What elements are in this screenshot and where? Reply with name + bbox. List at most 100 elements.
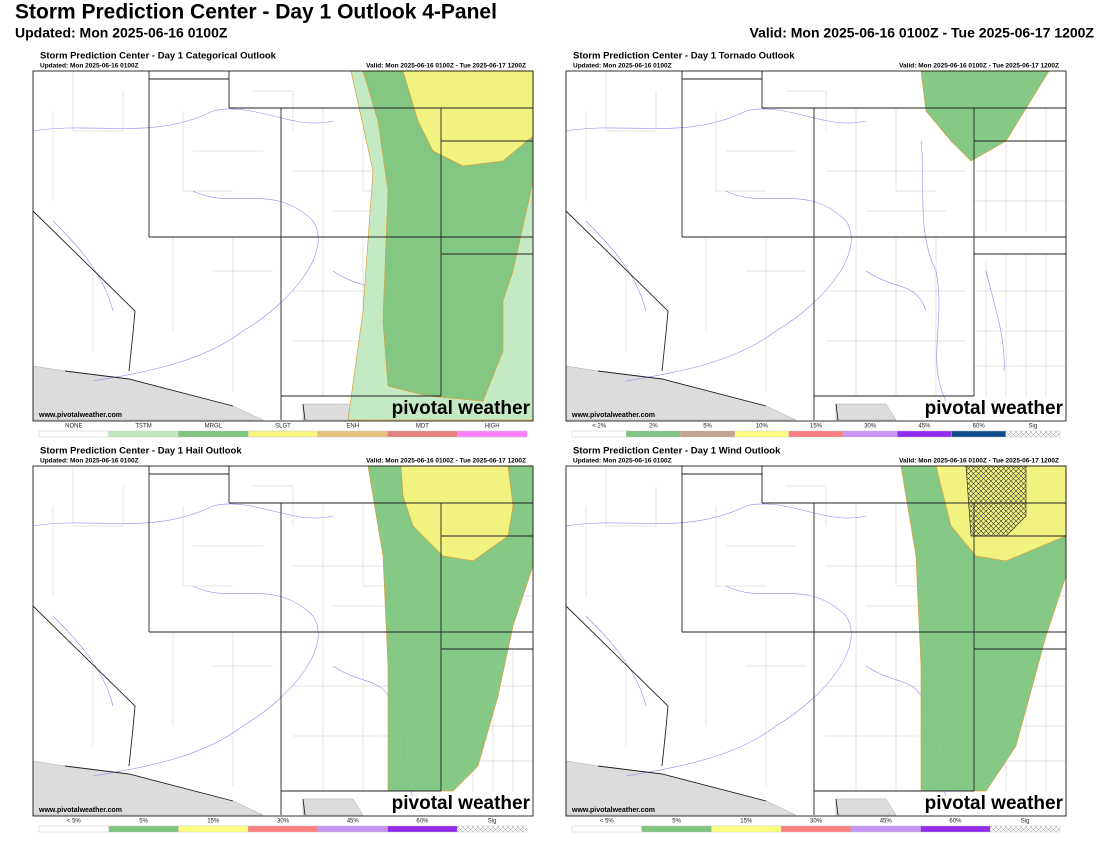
state-line bbox=[64, 765, 234, 802]
river bbox=[52, 220, 114, 312]
legend-swatch bbox=[38, 825, 109, 833]
state-line bbox=[302, 798, 306, 816]
legend-swatch bbox=[780, 825, 852, 833]
river bbox=[32, 503, 334, 527]
legend-label: 30% bbox=[810, 819, 823, 825]
legend-label: 15% bbox=[207, 819, 220, 825]
site-credit: www.pivotalweather.com bbox=[571, 412, 655, 419]
map: www.pivotalweather.com pivotal weather bbox=[565, 70, 1067, 422]
river bbox=[92, 190, 319, 382]
legend-label: 45% bbox=[918, 424, 931, 430]
legend-label: ENH bbox=[346, 424, 359, 430]
site-credit: www.pivotalweather.com bbox=[571, 807, 655, 814]
risk-area bbox=[400, 465, 514, 562]
river bbox=[865, 270, 927, 312]
state-line bbox=[597, 370, 767, 407]
legend-swatch bbox=[641, 825, 712, 833]
legend-label: Sig bbox=[1021, 819, 1030, 825]
state-line bbox=[835, 403, 839, 421]
panel-valid: Valid: Mon 2025-06-16 0100Z - Tue 2025-0… bbox=[366, 458, 526, 465]
legend-label: 5% bbox=[672, 819, 681, 825]
river bbox=[52, 615, 114, 707]
map-frame bbox=[565, 70, 1067, 422]
legend-swatch bbox=[920, 825, 991, 833]
legend-label: 10% bbox=[756, 424, 769, 430]
panel-valid: Valid: Mon 2025-06-16 0100Z - Tue 2025-0… bbox=[899, 458, 1059, 465]
river bbox=[585, 220, 647, 312]
legend-label: 60% bbox=[416, 819, 429, 825]
legend-label: 5% bbox=[139, 819, 148, 825]
legend-swatch bbox=[626, 430, 681, 438]
legend-label: 45% bbox=[347, 819, 360, 825]
updated: Updated: Mon 2025-06-16 0100Z bbox=[15, 25, 228, 41]
logo: pivotal weather bbox=[392, 398, 531, 419]
logo: pivotal weather bbox=[925, 398, 1064, 419]
map: www.pivotalweather.com pivotal weather bbox=[32, 465, 534, 817]
legend-swatch bbox=[247, 430, 319, 438]
county-line bbox=[715, 506, 766, 587]
panel-updated: Updated: Mon 2025-06-16 0100Z bbox=[573, 458, 672, 465]
legend-swatch bbox=[317, 825, 388, 833]
legend-swatch bbox=[38, 430, 109, 438]
legend-swatch bbox=[571, 430, 627, 438]
river bbox=[625, 585, 852, 777]
river bbox=[565, 503, 867, 527]
legend-swatch bbox=[990, 825, 1061, 833]
river bbox=[565, 108, 867, 132]
legend-label: 45% bbox=[880, 819, 893, 825]
panel: Storm Prediction Center - Day 1 Wind Out… bbox=[565, 446, 1067, 833]
county-line bbox=[605, 466, 657, 527]
legend-swatch bbox=[571, 825, 642, 833]
legend-swatch bbox=[842, 430, 898, 438]
river bbox=[585, 615, 647, 707]
county-line bbox=[182, 111, 233, 192]
river bbox=[32, 108, 334, 132]
county-line bbox=[182, 506, 233, 587]
legend-label: MRGL bbox=[205, 424, 223, 430]
legend-label: 60% bbox=[949, 819, 962, 825]
panel: Storm Prediction Center - Day 1 Categori… bbox=[32, 51, 534, 438]
valid: Valid: Mon 2025-06-16 0100Z - Tue 2025-0… bbox=[750, 25, 1095, 41]
county-line bbox=[72, 466, 124, 527]
legend-swatch bbox=[387, 430, 458, 438]
legend-swatch bbox=[247, 825, 319, 833]
legend-label: 15% bbox=[740, 819, 753, 825]
panel-title: Storm Prediction Center - Day 1 Tornado … bbox=[573, 51, 795, 62]
legend-swatch bbox=[108, 825, 179, 833]
panel-title: Storm Prediction Center - Day 1 Hail Out… bbox=[40, 446, 242, 457]
legend-swatch bbox=[788, 430, 844, 438]
map-frame bbox=[32, 465, 534, 817]
map: www.pivotalweather.com pivotal weather bbox=[32, 70, 534, 422]
site-credit: www.pivotalweather.com bbox=[38, 412, 122, 419]
page-title: Storm Prediction Center - Day 1 Outlook … bbox=[15, 1, 497, 24]
county-line bbox=[786, 90, 827, 131]
river bbox=[625, 190, 852, 382]
panel-valid: Valid: Mon 2025-06-16 0100Z - Tue 2025-0… bbox=[899, 63, 1059, 70]
panel: Storm Prediction Center - Day 1 Hail Out… bbox=[32, 446, 534, 833]
county-line bbox=[786, 485, 827, 526]
legend-swatch bbox=[1005, 430, 1061, 438]
state-line bbox=[32, 605, 136, 767]
legend-label: < 5% bbox=[67, 819, 82, 825]
state-line bbox=[32, 210, 136, 372]
legend-swatch bbox=[897, 430, 952, 438]
legend-swatch bbox=[680, 430, 735, 438]
state-line bbox=[302, 403, 306, 421]
legend-swatch bbox=[108, 430, 179, 438]
logo: pivotal weather bbox=[392, 793, 531, 814]
land-mask bbox=[835, 403, 897, 421]
land-mask bbox=[835, 798, 897, 816]
site-credit: www.pivotalweather.com bbox=[38, 807, 122, 814]
legend-label: HIGH bbox=[485, 424, 500, 430]
panel-updated: Updated: Mon 2025-06-16 0100Z bbox=[40, 458, 139, 465]
legend-swatch bbox=[951, 430, 1006, 438]
map: www.pivotalweather.com pivotal weather bbox=[565, 465, 1067, 817]
legend-label: 60% bbox=[973, 424, 986, 430]
legend-swatch bbox=[734, 430, 790, 438]
legend-label: Sig bbox=[488, 819, 497, 825]
legend-label: 30% bbox=[277, 819, 290, 825]
legend-swatch bbox=[317, 430, 388, 438]
legend-swatch bbox=[711, 825, 782, 833]
county-line bbox=[715, 111, 766, 192]
county-line bbox=[605, 71, 657, 132]
